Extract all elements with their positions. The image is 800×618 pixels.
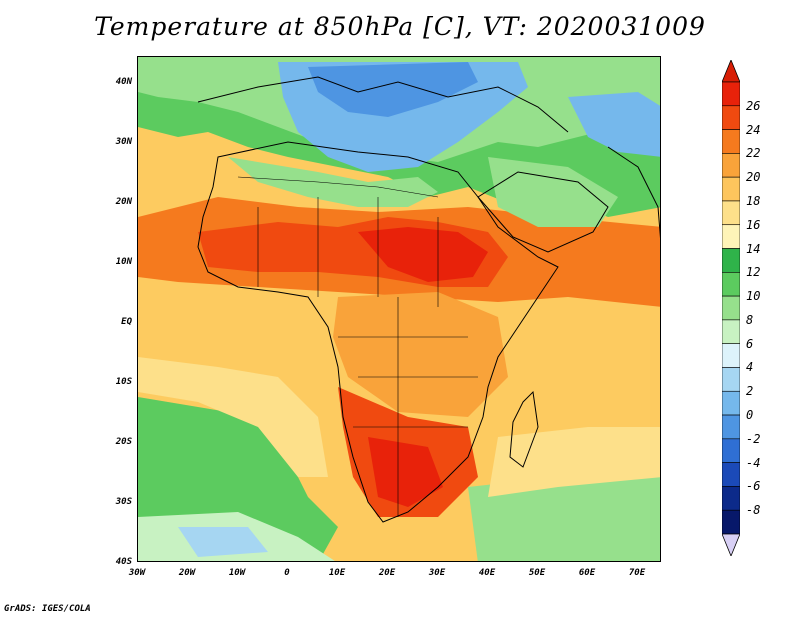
colorbar-swatch (722, 486, 740, 511)
colorbar-bottom-arrow (722, 533, 740, 556)
colorbar-swatch (722, 295, 740, 321)
colorbar-swatch (722, 200, 740, 226)
colorbar-swatch (722, 105, 740, 130)
lat-tick-label: 10S (115, 377, 132, 387)
region-south-atlantic-yellow (138, 357, 328, 477)
temperature-map (137, 56, 661, 562)
colorbar-swatch (722, 390, 740, 416)
lat-tick-label: 40N (115, 77, 132, 87)
colorbar-swatch (722, 462, 740, 487)
colorbar-label: 8 (746, 312, 754, 327)
colorbar-swatch (722, 176, 740, 202)
map-title: Temperature at 850hPa [C], VT: 202003100… (94, 12, 706, 41)
lon-tick-label: 70E (628, 568, 646, 578)
region-southern-africa-red (368, 437, 443, 507)
colorbar-swatch (722, 319, 740, 344)
colorbar-label: 16 (746, 217, 761, 232)
grads-credit: GrADS: IGES/COLA (4, 604, 91, 614)
region-arabia-green (488, 157, 618, 227)
colorbar-label: 6 (746, 336, 754, 351)
lon-tick-label: 50E (528, 568, 546, 578)
lat-tick-label: 30S (115, 497, 132, 507)
region-southern-ocean-blue (178, 527, 268, 557)
map-canvas (138, 57, 660, 561)
madagascar-coastline (509, 390, 539, 468)
lon-tick-label: 10E (328, 568, 346, 578)
colorbar-swatch (722, 509, 740, 535)
india-coastline (607, 146, 660, 239)
colorbar-label: -8 (746, 503, 761, 518)
lon-tick-label: 60E (578, 568, 596, 578)
colorbar-swatch (722, 343, 740, 368)
lon-tick-label: 20W (178, 568, 196, 578)
colorbar-swatch (722, 153, 740, 178)
colorbar-swatch (722, 224, 740, 249)
colorbar-label: -4 (746, 455, 761, 470)
region-central-africa (333, 292, 508, 417)
colorbar-label: 10 (746, 289, 761, 304)
arabia-coastline (477, 171, 609, 253)
colorbar-label: -2 (746, 431, 761, 446)
colorbar-swatch (722, 438, 740, 463)
colorbar-swatch (722, 248, 740, 273)
colorbar-label: 20 (746, 170, 761, 185)
colorbar (722, 60, 740, 556)
colorbar-swatch (722, 414, 740, 440)
colorbar-swatch (722, 272, 740, 297)
region-sahara-green (228, 157, 438, 207)
lon-tick-label: 40E (478, 568, 496, 578)
colorbar-label: 0 (746, 408, 754, 423)
colorbar-label: 24 (746, 122, 761, 137)
lat-tick-label: 10N (115, 257, 132, 267)
region-east-blue (568, 92, 660, 157)
colorbar-label: 4 (746, 360, 754, 375)
colorbar-top-arrow (722, 60, 740, 83)
lat-tick-label: 40S (115, 557, 132, 567)
lon-tick-label: 0 (284, 568, 290, 578)
colorbar-label: 26 (746, 98, 761, 113)
lat-tick-label: 20S (115, 437, 132, 447)
lon-tick-label: 30E (428, 568, 446, 578)
lat-tick-label: EQ (121, 317, 132, 327)
colorbar-label: 18 (746, 193, 761, 208)
colorbar-label: 14 (746, 241, 761, 256)
lon-tick-label: 20E (378, 568, 396, 578)
lat-tick-label: 30N (115, 137, 132, 147)
lon-tick-label: 10W (228, 568, 246, 578)
lon-tick-label: 30W (128, 568, 146, 578)
colorbar-label: 2 (746, 384, 754, 399)
colorbar-label: 22 (746, 146, 761, 161)
lat-tick-label: 20N (115, 197, 132, 207)
colorbar-swatch (722, 129, 740, 154)
country-borders (237, 176, 478, 517)
colorbar-label: 12 (746, 265, 761, 280)
colorbar-swatch (722, 81, 740, 107)
region-europe-dark-blue (308, 62, 478, 117)
colorbar-label: -6 (746, 479, 761, 494)
europe-coastline (197, 76, 569, 133)
region-sahel-deep-red (358, 227, 488, 282)
colorbar-swatch (722, 367, 740, 392)
